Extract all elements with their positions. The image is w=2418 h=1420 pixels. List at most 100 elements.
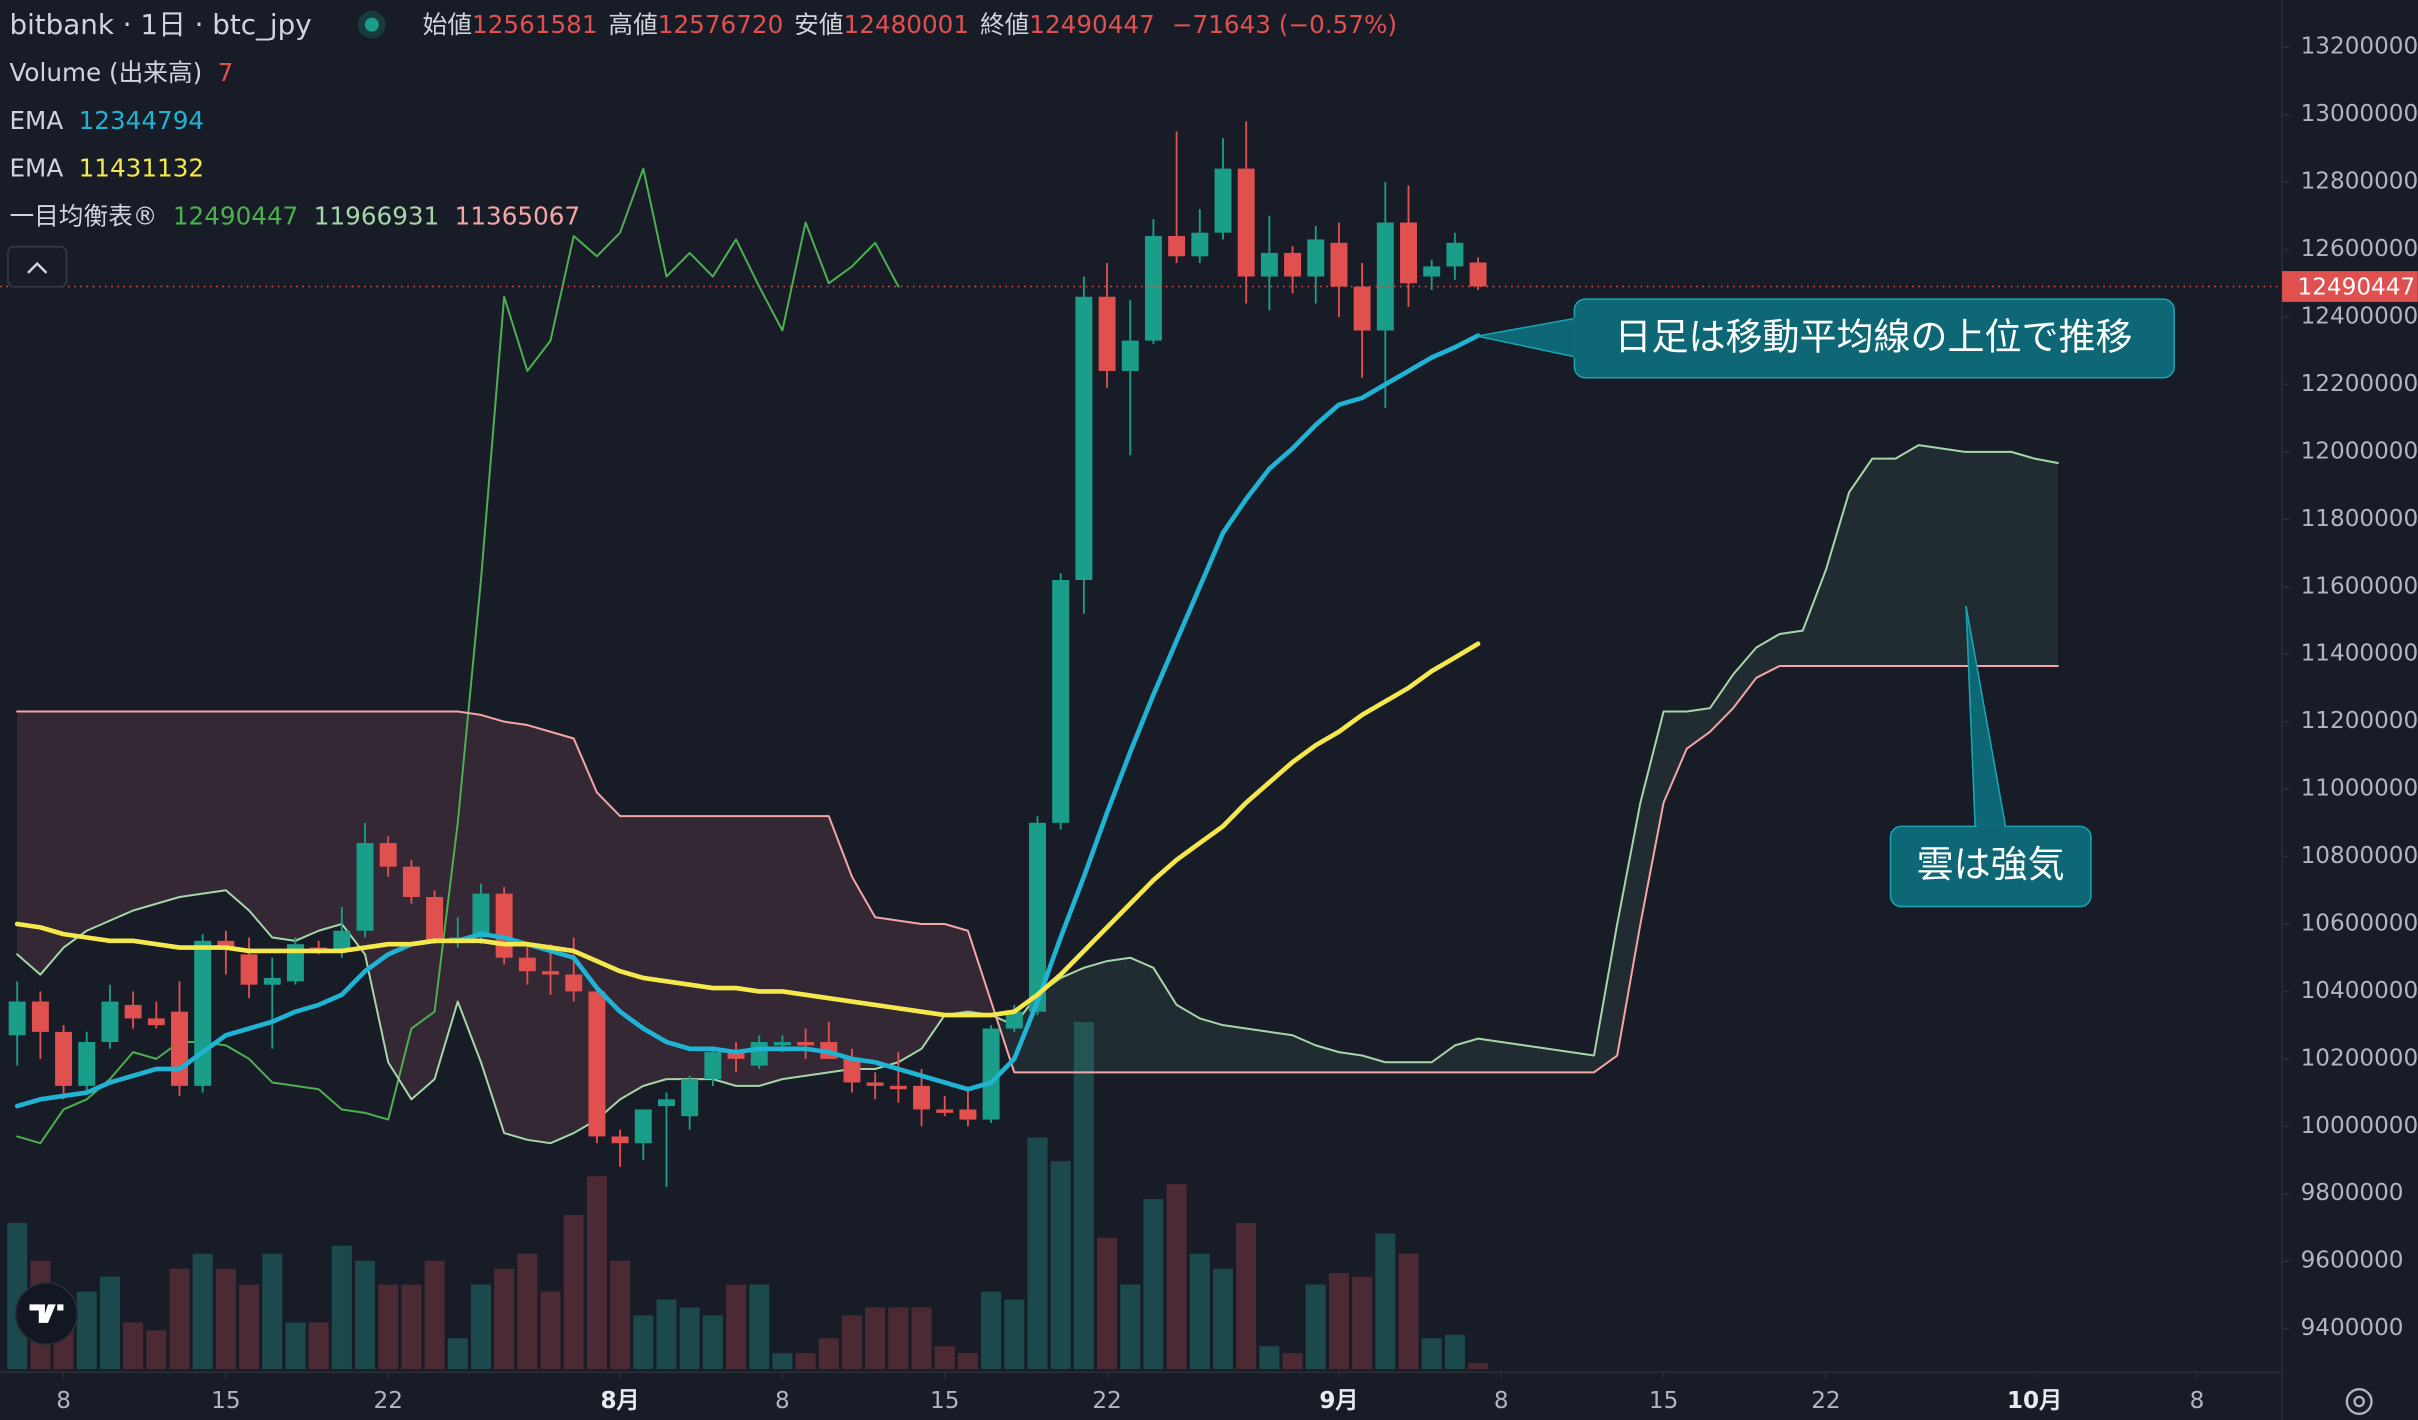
- candle-body: [1330, 242, 1348, 287]
- cloud-segment: [1501, 1042, 1525, 1073]
- x-tick-label: 9月: [1319, 1388, 1358, 1414]
- volume-bar: [818, 1338, 839, 1370]
- cloud-segment: [1988, 451, 2012, 666]
- cloud-segment: [457, 711, 481, 1063]
- cloud-segment: [1338, 1052, 1363, 1073]
- tradingview-logo[interactable]: [14, 1282, 79, 1346]
- volume-bar: [76, 1291, 97, 1370]
- volume-bar: [470, 1284, 491, 1370]
- volume-bar: [656, 1299, 677, 1370]
- plot-area: [0, 121, 2283, 1370]
- y-tick-label: 12800000: [2301, 169, 2418, 195]
- y-tick-label: 13200000: [2301, 34, 2418, 60]
- legend-value: 12344794: [79, 106, 204, 135]
- x-tick-label: 8: [56, 1388, 71, 1414]
- y-tick-label: 9600000: [2301, 1248, 2404, 1274]
- cloud-segment: [1454, 1038, 1479, 1073]
- cloud-segment: [1547, 1048, 1571, 1073]
- cloud-segment: [1269, 1031, 1293, 1073]
- settings-icon: [2345, 1388, 2373, 1415]
- callout-text: 日足は移動平均線の上位で推移: [1615, 316, 2133, 359]
- candle-body: [1168, 236, 1186, 257]
- candle-body: [518, 957, 536, 972]
- cloud-segment: [828, 816, 852, 1073]
- candle-body: [1214, 168, 1232, 233]
- volume-bar: [331, 1245, 352, 1370]
- chart-title: bitbank · 1日 · btc_jpy: [9, 8, 311, 41]
- cloud-segment: [805, 816, 829, 1076]
- volume-bar: [1073, 1021, 1094, 1370]
- cloud-segment: [1060, 967, 1084, 1073]
- volume-bar: [494, 1268, 515, 1370]
- volume-bar: [123, 1322, 144, 1370]
- collapse-button[interactable]: [7, 245, 68, 288]
- x-tick-label: 15: [930, 1388, 959, 1414]
- cloud-segment: [388, 711, 412, 1100]
- candle-body: [379, 843, 397, 867]
- legend-row: EMA 11431132: [9, 154, 204, 183]
- cloud-segment: [1802, 569, 1826, 666]
- candle-body: [681, 1079, 699, 1117]
- cloud-segment: [851, 876, 876, 1069]
- cloud-segment: [17, 711, 41, 975]
- cloud-segment: [86, 711, 110, 931]
- candle-body: [1029, 822, 1046, 1012]
- candle-body: [1376, 222, 1394, 331]
- candle-body: [1005, 1011, 1023, 1029]
- cloud-segment: [1733, 647, 1757, 709]
- cloud-segment: [1617, 802, 1641, 1056]
- ema-line: [14, 333, 1481, 1109]
- cloud-segment: [921, 923, 945, 1049]
- cloud-segment: [272, 711, 296, 941]
- candle-body: [866, 1082, 884, 1086]
- cloud-segment: [2011, 451, 2035, 666]
- ohlc-label: 高値: [608, 10, 657, 39]
- volume-bar: [1097, 1237, 1118, 1370]
- x-tick-label: 8: [1494, 1388, 1509, 1414]
- x-tick-label: 8: [775, 1388, 790, 1414]
- candle-body: [843, 1058, 861, 1083]
- cloud-segment: [1362, 1055, 1386, 1073]
- volume-bar: [517, 1253, 538, 1370]
- y-tick-label: 12400000: [2301, 303, 2418, 329]
- y-tick-label: 10200000: [2301, 1045, 2418, 1071]
- candle-body: [263, 977, 281, 985]
- cloud-segment: [1941, 448, 1966, 666]
- settings-button[interactable]: [2345, 1388, 2373, 1415]
- cloud-segment: [40, 711, 64, 975]
- cloud-segment: [179, 711, 203, 898]
- volume-bar: [1120, 1284, 1141, 1370]
- cloud-segment: [1431, 1045, 1455, 1073]
- volume-bar: [795, 1353, 816, 1370]
- candle-body: [1075, 296, 1093, 581]
- last-price-label: 12490447: [2298, 275, 2416, 301]
- volume-bar: [262, 1253, 283, 1370]
- cloud-segment: [1385, 1062, 1409, 1073]
- y-tick-label: 12000000: [2301, 438, 2418, 464]
- candle-body: [1423, 266, 1441, 277]
- candle-body: [1121, 340, 1139, 371]
- volume-bar: [563, 1214, 584, 1370]
- candle-body: [1260, 252, 1278, 277]
- volume-bar: [981, 1291, 1002, 1370]
- cloud-segment: [295, 711, 319, 941]
- collapse-icon: [27, 261, 48, 274]
- cloud-segment: [202, 711, 226, 894]
- candle-body: [217, 940, 235, 948]
- cloud-segment: [1315, 1045, 1339, 1073]
- cloud-segment: [225, 711, 250, 911]
- y-tick-label: 10000000: [2301, 1113, 2418, 1139]
- x-tick-label: 15: [1649, 1388, 1678, 1414]
- legend-label: 一目均衡表®: [9, 201, 157, 230]
- candle-body: [634, 1109, 652, 1144]
- legend-value: 7: [218, 58, 234, 87]
- indicator-legend: Volume (出来高) 7 EMA 12344794 EMA 11431132 一目均衡表…: [9, 58, 580, 230]
- volume-bar: [1352, 1276, 1373, 1370]
- y-tick-label: 11800000: [2301, 506, 2418, 532]
- cloud-segment: [875, 917, 899, 1069]
- x-tick-label: 8月: [600, 1388, 639, 1414]
- cloud-segment: [2034, 458, 2058, 666]
- cloud-segment: [156, 711, 180, 904]
